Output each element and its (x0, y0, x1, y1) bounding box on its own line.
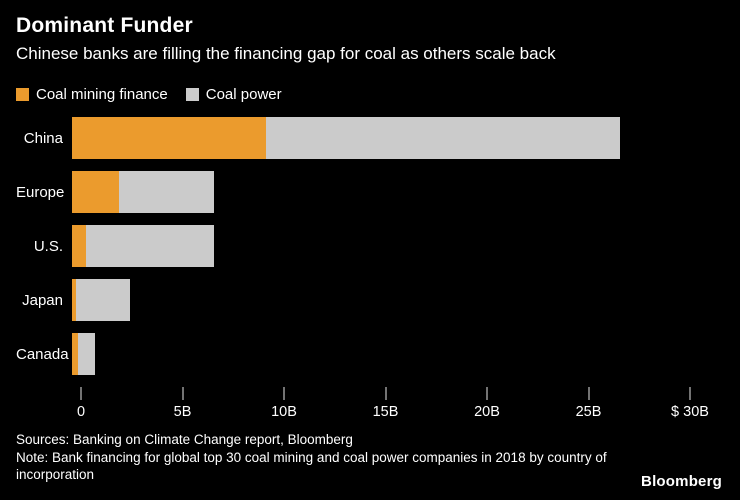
bar-track (72, 225, 690, 267)
bar-row: Europe (16, 171, 690, 213)
chart-subtitle: Chinese banks are filling the financing … (16, 44, 556, 63)
legend: Coal mining finance Coal power (16, 86, 724, 103)
legend-item: Coal mining finance (16, 86, 168, 103)
bar-track (72, 171, 690, 213)
bar-segment-coal-power (119, 171, 215, 213)
tick-label: 15B (372, 404, 399, 420)
bar-rows: China Europe U.S. Japan Canada (16, 117, 690, 375)
bar-segment-coal-power (78, 333, 95, 375)
tick-label: 25B (575, 404, 602, 420)
bar-segment-coal-mining-finance (72, 171, 120, 213)
tick-mark (283, 387, 285, 400)
category-label: China (23, 129, 63, 147)
tick-mark (80, 387, 82, 400)
tick-label: $ 30B (671, 404, 709, 420)
category-label: U.S. (33, 237, 63, 255)
tick-label: 20B (474, 404, 500, 420)
bar-segment-coal-power (86, 225, 215, 267)
tick-mark (182, 387, 183, 400)
legend-label: Coal power (205, 86, 282, 103)
tick-mark (689, 387, 691, 400)
tick-mark (385, 387, 386, 400)
tick-mark (588, 387, 589, 400)
tick-label: 0 (76, 404, 86, 420)
bar-row: China (16, 117, 690, 159)
x-axis: 0 5B 10B 15B 20B 25B $ 30B (77, 387, 709, 422)
bar-track (72, 333, 690, 375)
tick-label: 5B (173, 404, 192, 420)
bar-row: U.S. (16, 225, 690, 267)
tick-mark (486, 387, 488, 400)
sources-text: Sources: Banking on Climate Change repor… (16, 432, 353, 447)
bar-track (72, 117, 690, 159)
bar-segment-coal-mining-finance (72, 225, 87, 267)
legend-label: Coal mining finance (36, 86, 168, 103)
legend-swatch (16, 88, 29, 101)
legend-swatch (185, 88, 199, 101)
bar-chart: China Europe U.S. Japan Canada (16, 117, 690, 375)
note-text: Note: Bank financing for global top 30 c… (16, 450, 607, 482)
bar-row: Canada (16, 333, 690, 375)
footer: Sources: Banking on Climate Change repor… (16, 430, 616, 483)
bar-track (72, 279, 690, 321)
bar-row: Japan (16, 279, 690, 321)
category-label: Europe (16, 183, 65, 201)
bar-segment-coal-mining-finance (72, 279, 77, 321)
chart-title: Dominant Funder (16, 14, 193, 37)
category-label: Japan (22, 291, 63, 309)
tick-label: 10B (271, 404, 297, 420)
bloomberg-logo: Bloomberg (641, 473, 722, 490)
bar-segment-coal-power (76, 279, 130, 321)
x-axis-ticks (80, 387, 691, 400)
bar-segment-coal-mining-finance (72, 117, 266, 159)
category-label: Canada (16, 345, 69, 363)
legend-item: Coal power (185, 86, 282, 103)
bar-segment-coal-mining-finance (72, 333, 79, 375)
bar-segment-coal-power (265, 117, 620, 159)
x-axis-labels: 0 5B 10B 15B 20B 25B $ 30B (77, 404, 709, 422)
